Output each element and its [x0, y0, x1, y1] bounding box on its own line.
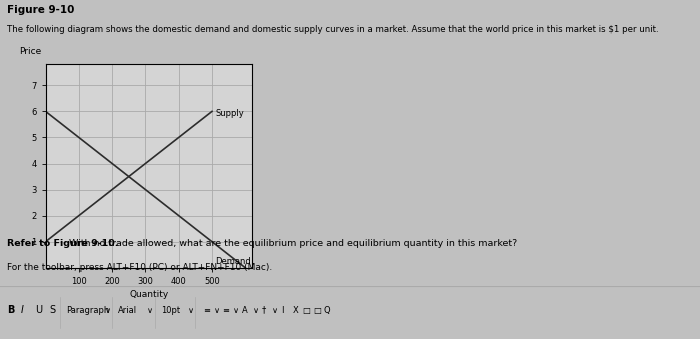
- Text: I: I: [281, 305, 284, 315]
- Text: ∨: ∨: [233, 305, 239, 315]
- Text: ≡: ≡: [223, 305, 230, 315]
- Text: ∨: ∨: [105, 305, 111, 315]
- Text: ∨: ∨: [214, 305, 220, 315]
- Text: Q: Q: [323, 305, 330, 315]
- Text: S: S: [49, 305, 55, 315]
- Text: For the toolbar, press ALT+F10 (PC) or ALT+FN+F10 (Mac).: For the toolbar, press ALT+F10 (PC) or A…: [7, 263, 272, 272]
- Text: With no trade allowed, what are the equilibrium price and equilibrium quantity i: With no trade allowed, what are the equi…: [66, 239, 518, 248]
- Text: ∨: ∨: [147, 305, 153, 315]
- Text: Refer to Figure 9-10.: Refer to Figure 9-10.: [7, 239, 118, 248]
- Text: I: I: [21, 305, 24, 315]
- Text: ∨: ∨: [272, 305, 279, 315]
- Text: Demand: Demand: [216, 257, 251, 266]
- Text: ∨: ∨: [253, 305, 259, 315]
- Text: X: X: [293, 305, 298, 315]
- Text: □: □: [313, 305, 321, 315]
- Text: B: B: [7, 305, 15, 315]
- Text: □: □: [302, 305, 310, 315]
- Text: ≡: ≡: [203, 305, 210, 315]
- X-axis label: Quantity: Quantity: [129, 290, 169, 299]
- Text: Supply: Supply: [216, 109, 244, 118]
- Text: Price: Price: [19, 47, 41, 56]
- Text: Paragraph: Paragraph: [66, 305, 110, 315]
- Text: U: U: [35, 305, 42, 315]
- Text: ∨: ∨: [188, 305, 194, 315]
- Text: A: A: [242, 305, 248, 315]
- Text: †: †: [262, 305, 266, 315]
- Text: Arial: Arial: [118, 305, 136, 315]
- Text: 10pt: 10pt: [161, 305, 180, 315]
- Text: Figure 9-10: Figure 9-10: [7, 5, 74, 15]
- Text: The following diagram shows the domestic demand and domestic supply curves in a : The following diagram shows the domestic…: [7, 25, 659, 35]
